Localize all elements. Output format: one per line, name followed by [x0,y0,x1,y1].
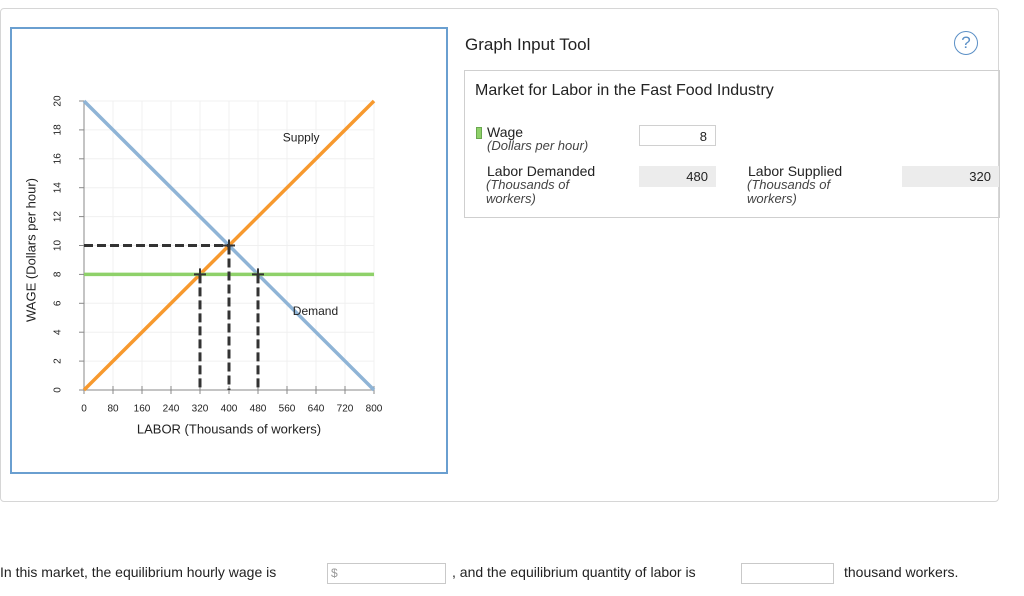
supplied-value: 320 [902,166,999,187]
y-tick-label: 2 [53,358,64,364]
x-tick-label: 320 [192,404,209,415]
series-label: Supply [283,131,320,145]
question-text: In this market, the equilibrium hourly w… [0,564,277,580]
y-tick-label: 4 [53,329,64,335]
x-tick-label: 720 [337,404,354,415]
x-tick-label: 560 [279,404,296,415]
panel-title: Market for Labor in the Fast Food Indust… [475,82,774,99]
x-tick-label: 640 [308,404,325,415]
y-tick-label: 12 [53,211,64,223]
quantity-answer[interactable] [741,563,834,584]
y-tick-label: 0 [53,387,64,393]
point-marker [252,268,264,281]
chart: 0 2 4 6 8 10 12 14 16 18 20 0 80 160 240 320 400 480 560 64… [23,95,383,436]
card [0,8,999,502]
point-marker [194,268,206,281]
demanded-value: 480 [639,166,716,187]
x-tick-label: 160 [134,404,151,415]
y-tick-label: 20 [53,95,64,107]
wage-input[interactable]: 8 [639,125,716,146]
question-text: thousand workers. [844,564,959,580]
x-tick-label: 0 [81,404,87,415]
x-tick-label: 240 [163,404,180,415]
point-marker [223,239,235,252]
wage-answer[interactable]: $ [327,563,446,584]
x-tick-label: 800 [366,404,383,415]
y-tick-label: 16 [53,153,64,165]
demanded-unit: (Thousands of workers) [486,177,570,206]
tool-title: Graph Input Tool [465,35,591,54]
y-tick-label: 6 [53,300,64,306]
help-button[interactable]: ? [954,31,978,55]
y-tick-label: 10 [53,240,64,252]
y-tick-label: 8 [53,271,64,277]
graph-frame [10,27,448,474]
supplied-label: Labor Supplied [748,163,843,179]
y-tick-label: 18 [53,124,64,136]
question-text: , and the equilibrium quantity of labor … [452,564,696,580]
demanded-label: Labor Demanded [487,163,596,179]
series-label: Demand [293,304,338,318]
x-tick-label: 80 [107,404,119,415]
input-panel [464,70,1000,218]
supplied-unit: (Thousands of workers) [747,177,831,206]
wage-unit: (Dollars per hour) [487,138,589,153]
x-tick-label: 480 [250,404,267,415]
y-axis-label: WAGE (Dollars per hour) [23,178,38,322]
wage-swatch [476,127,482,139]
y-tick-label: 14 [53,182,64,194]
x-tick-label: 400 [221,404,238,415]
wage-label: Wage [487,124,524,140]
x-axis-label: LABOR (Thousands of workers) [137,421,321,436]
